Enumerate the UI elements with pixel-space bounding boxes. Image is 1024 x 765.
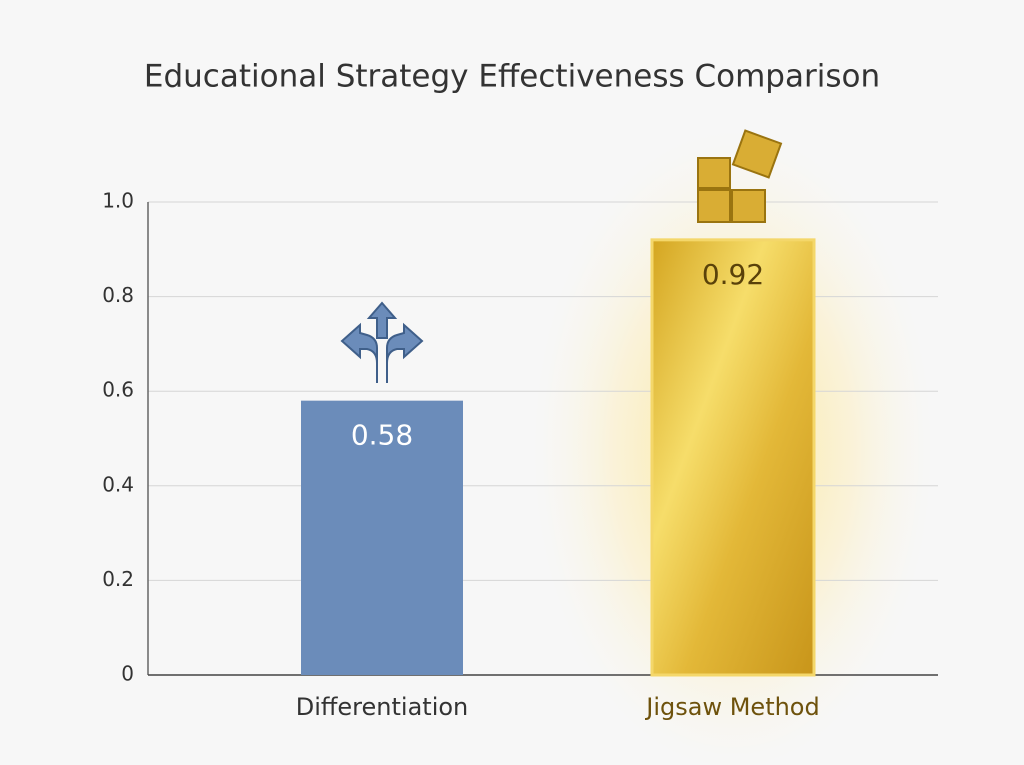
x-tick-label: Differentiation <box>296 693 469 721</box>
value-label: 0.92 <box>702 258 764 291</box>
y-tick-label: 0.4 <box>102 472 134 496</box>
chart-title: Educational Strategy Effectiveness Compa… <box>144 59 880 95</box>
y-tick-label: 0.8 <box>102 283 134 307</box>
y-tick-label: 0.2 <box>102 567 134 591</box>
x-tick-label: Jigsaw Method <box>644 693 819 721</box>
puzzle-icon <box>697 129 783 223</box>
y-tick-label: 1.0 <box>102 189 134 213</box>
y-tick-label: 0 <box>121 662 134 686</box>
plot: 0 0.2 0.4 0.6 0.8 1.0 Differentiation 0.58 Jigsa… <box>102 189 938 721</box>
value-label: 0.58 <box>351 419 413 452</box>
bar <box>650 238 816 677</box>
y-tick-label: 0.6 <box>102 378 134 402</box>
split-arrow-icon <box>340 301 424 383</box>
bar <box>301 400 463 675</box>
